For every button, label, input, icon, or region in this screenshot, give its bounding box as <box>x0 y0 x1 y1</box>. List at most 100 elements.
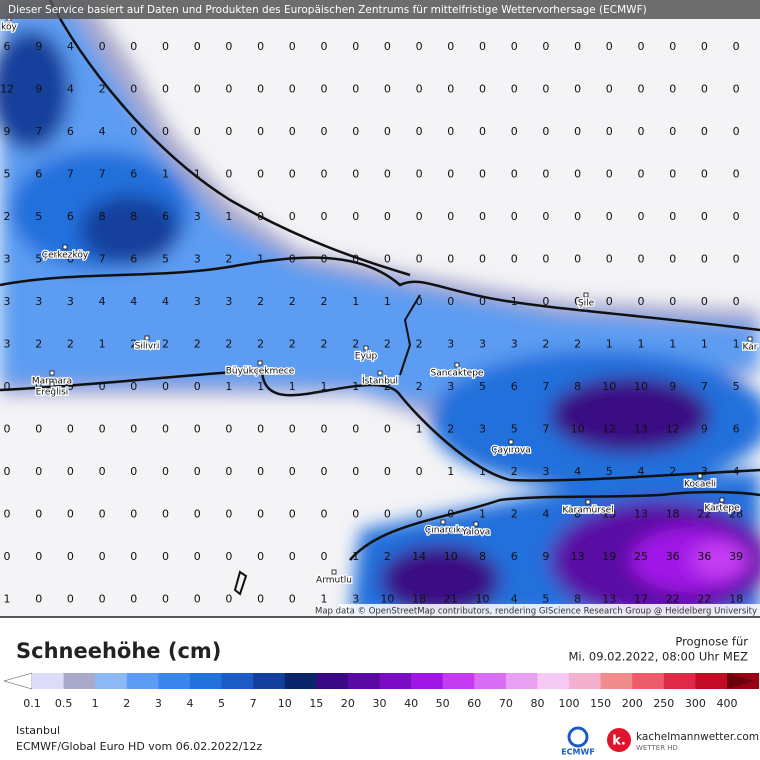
snow-value: 0 <box>257 465 264 478</box>
snow-value: 0 <box>542 210 549 223</box>
place-dot <box>49 381 55 387</box>
forecast-time: Mi. 09.02.2022, 08:00 Uhr MEZ <box>568 650 748 664</box>
place-dot <box>454 362 460 368</box>
colorbar-tick-label: 400 <box>717 697 738 710</box>
snow-value: 2 <box>384 550 391 563</box>
snow-value: 0 <box>4 465 11 478</box>
snow-value: 0 <box>321 40 328 53</box>
colorbar-cell <box>316 673 349 689</box>
snow-value: 3 <box>4 338 11 351</box>
snow-value: 0 <box>99 380 106 393</box>
snow-value: 0 <box>669 125 676 138</box>
location: Istanbul <box>16 724 60 737</box>
ecmwf-logo: ECMWF <box>561 748 595 757</box>
snow-value: 1 <box>733 338 740 351</box>
snow-value: 2 <box>321 295 328 308</box>
snow-value: 2 <box>574 338 581 351</box>
snow-value: 17 <box>634 593 648 606</box>
snow-value: 0 <box>638 40 645 53</box>
snow-value: 4 <box>99 295 106 308</box>
snow-value: 1 <box>321 380 328 393</box>
snow-value: 1 <box>479 465 486 478</box>
snow-value: 0 <box>479 295 486 308</box>
snow-value: 1 <box>352 550 359 563</box>
snow-value: 2 <box>416 380 423 393</box>
snow-value: 18 <box>666 508 680 521</box>
place-label: İstanbul <box>362 376 398 387</box>
snow-value: 2 <box>384 380 391 393</box>
snow-value: 0 <box>447 125 454 138</box>
snow-value: 0 <box>225 125 232 138</box>
snow-value: 21 <box>444 593 458 606</box>
snow-value: 2 <box>4 210 11 223</box>
snow-value: 0 <box>479 168 486 181</box>
snow-value: 0 <box>257 423 264 436</box>
snow-value: 0 <box>416 508 423 521</box>
snow-value: 0 <box>130 40 137 53</box>
snow-value: 0 <box>194 83 201 96</box>
snow-value: 2 <box>352 338 359 351</box>
snow-value: 0 <box>352 40 359 53</box>
snow-value: 0 <box>130 83 137 96</box>
colorbar-tick-label: 7 <box>250 697 257 710</box>
colorbar-tick-label: 0.1 <box>23 697 41 710</box>
snow-value: 3 <box>479 338 486 351</box>
colorbar-tick-label: 30 <box>373 697 387 710</box>
snow-value: 0 <box>384 168 391 181</box>
site-logo: kachelmannwetter.com <box>636 731 759 743</box>
snow-value: 0 <box>162 550 169 563</box>
snow-value: 0 <box>289 508 296 521</box>
place-dot <box>508 439 514 445</box>
colorbar-cell <box>442 673 475 689</box>
snow-value: 14 <box>412 550 426 563</box>
colorbar-cell <box>189 673 223 689</box>
snow-value: 0 <box>384 210 391 223</box>
snow-value: 3 <box>4 295 11 308</box>
snow-value: 0 <box>479 210 486 223</box>
snow-value: 5 <box>35 253 42 266</box>
snow-value: 0 <box>416 465 423 478</box>
snow-value: 0 <box>701 168 708 181</box>
snow-value: 3 <box>194 253 201 266</box>
snow-value: 0 <box>542 83 549 96</box>
snow-value: 0 <box>257 125 264 138</box>
colorbar-cell <box>695 673 728 689</box>
colorbar-cell <box>632 673 665 689</box>
colorbar-tick-label: 15 <box>309 697 323 710</box>
colorbar-cell <box>600 673 633 689</box>
place-label: köy <box>1 23 17 33</box>
snow-value: 0 <box>479 125 486 138</box>
snow-value: 1 <box>511 295 518 308</box>
snow-value: 0 <box>384 253 391 266</box>
snow-value: 0 <box>289 125 296 138</box>
snow-value: 0 <box>35 423 42 436</box>
snow-value: 0 <box>321 168 328 181</box>
colorbar-tick-label: 200 <box>622 697 643 710</box>
snow-value: 2 <box>321 338 328 351</box>
snow-value: 18 <box>412 593 426 606</box>
snow-value: 5 <box>4 168 11 181</box>
colorbar-cell <box>126 673 159 689</box>
snow-value: 0 <box>574 40 581 53</box>
snow-value: 4 <box>542 508 549 521</box>
snow-value: 2 <box>194 338 201 351</box>
snow-value: 5 <box>35 210 42 223</box>
snow-value: 0 <box>669 40 676 53</box>
snow-value: 3 <box>35 295 42 308</box>
colorbar-cell <box>221 673 254 689</box>
snow-value: 0 <box>35 593 42 606</box>
snow-value: 0 <box>99 550 106 563</box>
snow-value: 0 <box>4 508 11 521</box>
snow-value: 2 <box>289 338 296 351</box>
snow-value: 0 <box>669 83 676 96</box>
snow-value: 0 <box>447 83 454 96</box>
snow-value: 0 <box>67 423 74 436</box>
snow-value: 0 <box>225 168 232 181</box>
colorbar-cell <box>379 673 412 689</box>
snow-value: 0 <box>352 168 359 181</box>
snow-value: 3 <box>511 338 518 351</box>
place-dot <box>747 336 753 342</box>
place-label: Ereğlisi <box>36 388 69 398</box>
colorbar-tick-label: 60 <box>467 697 481 710</box>
snow-value: 0 <box>321 83 328 96</box>
